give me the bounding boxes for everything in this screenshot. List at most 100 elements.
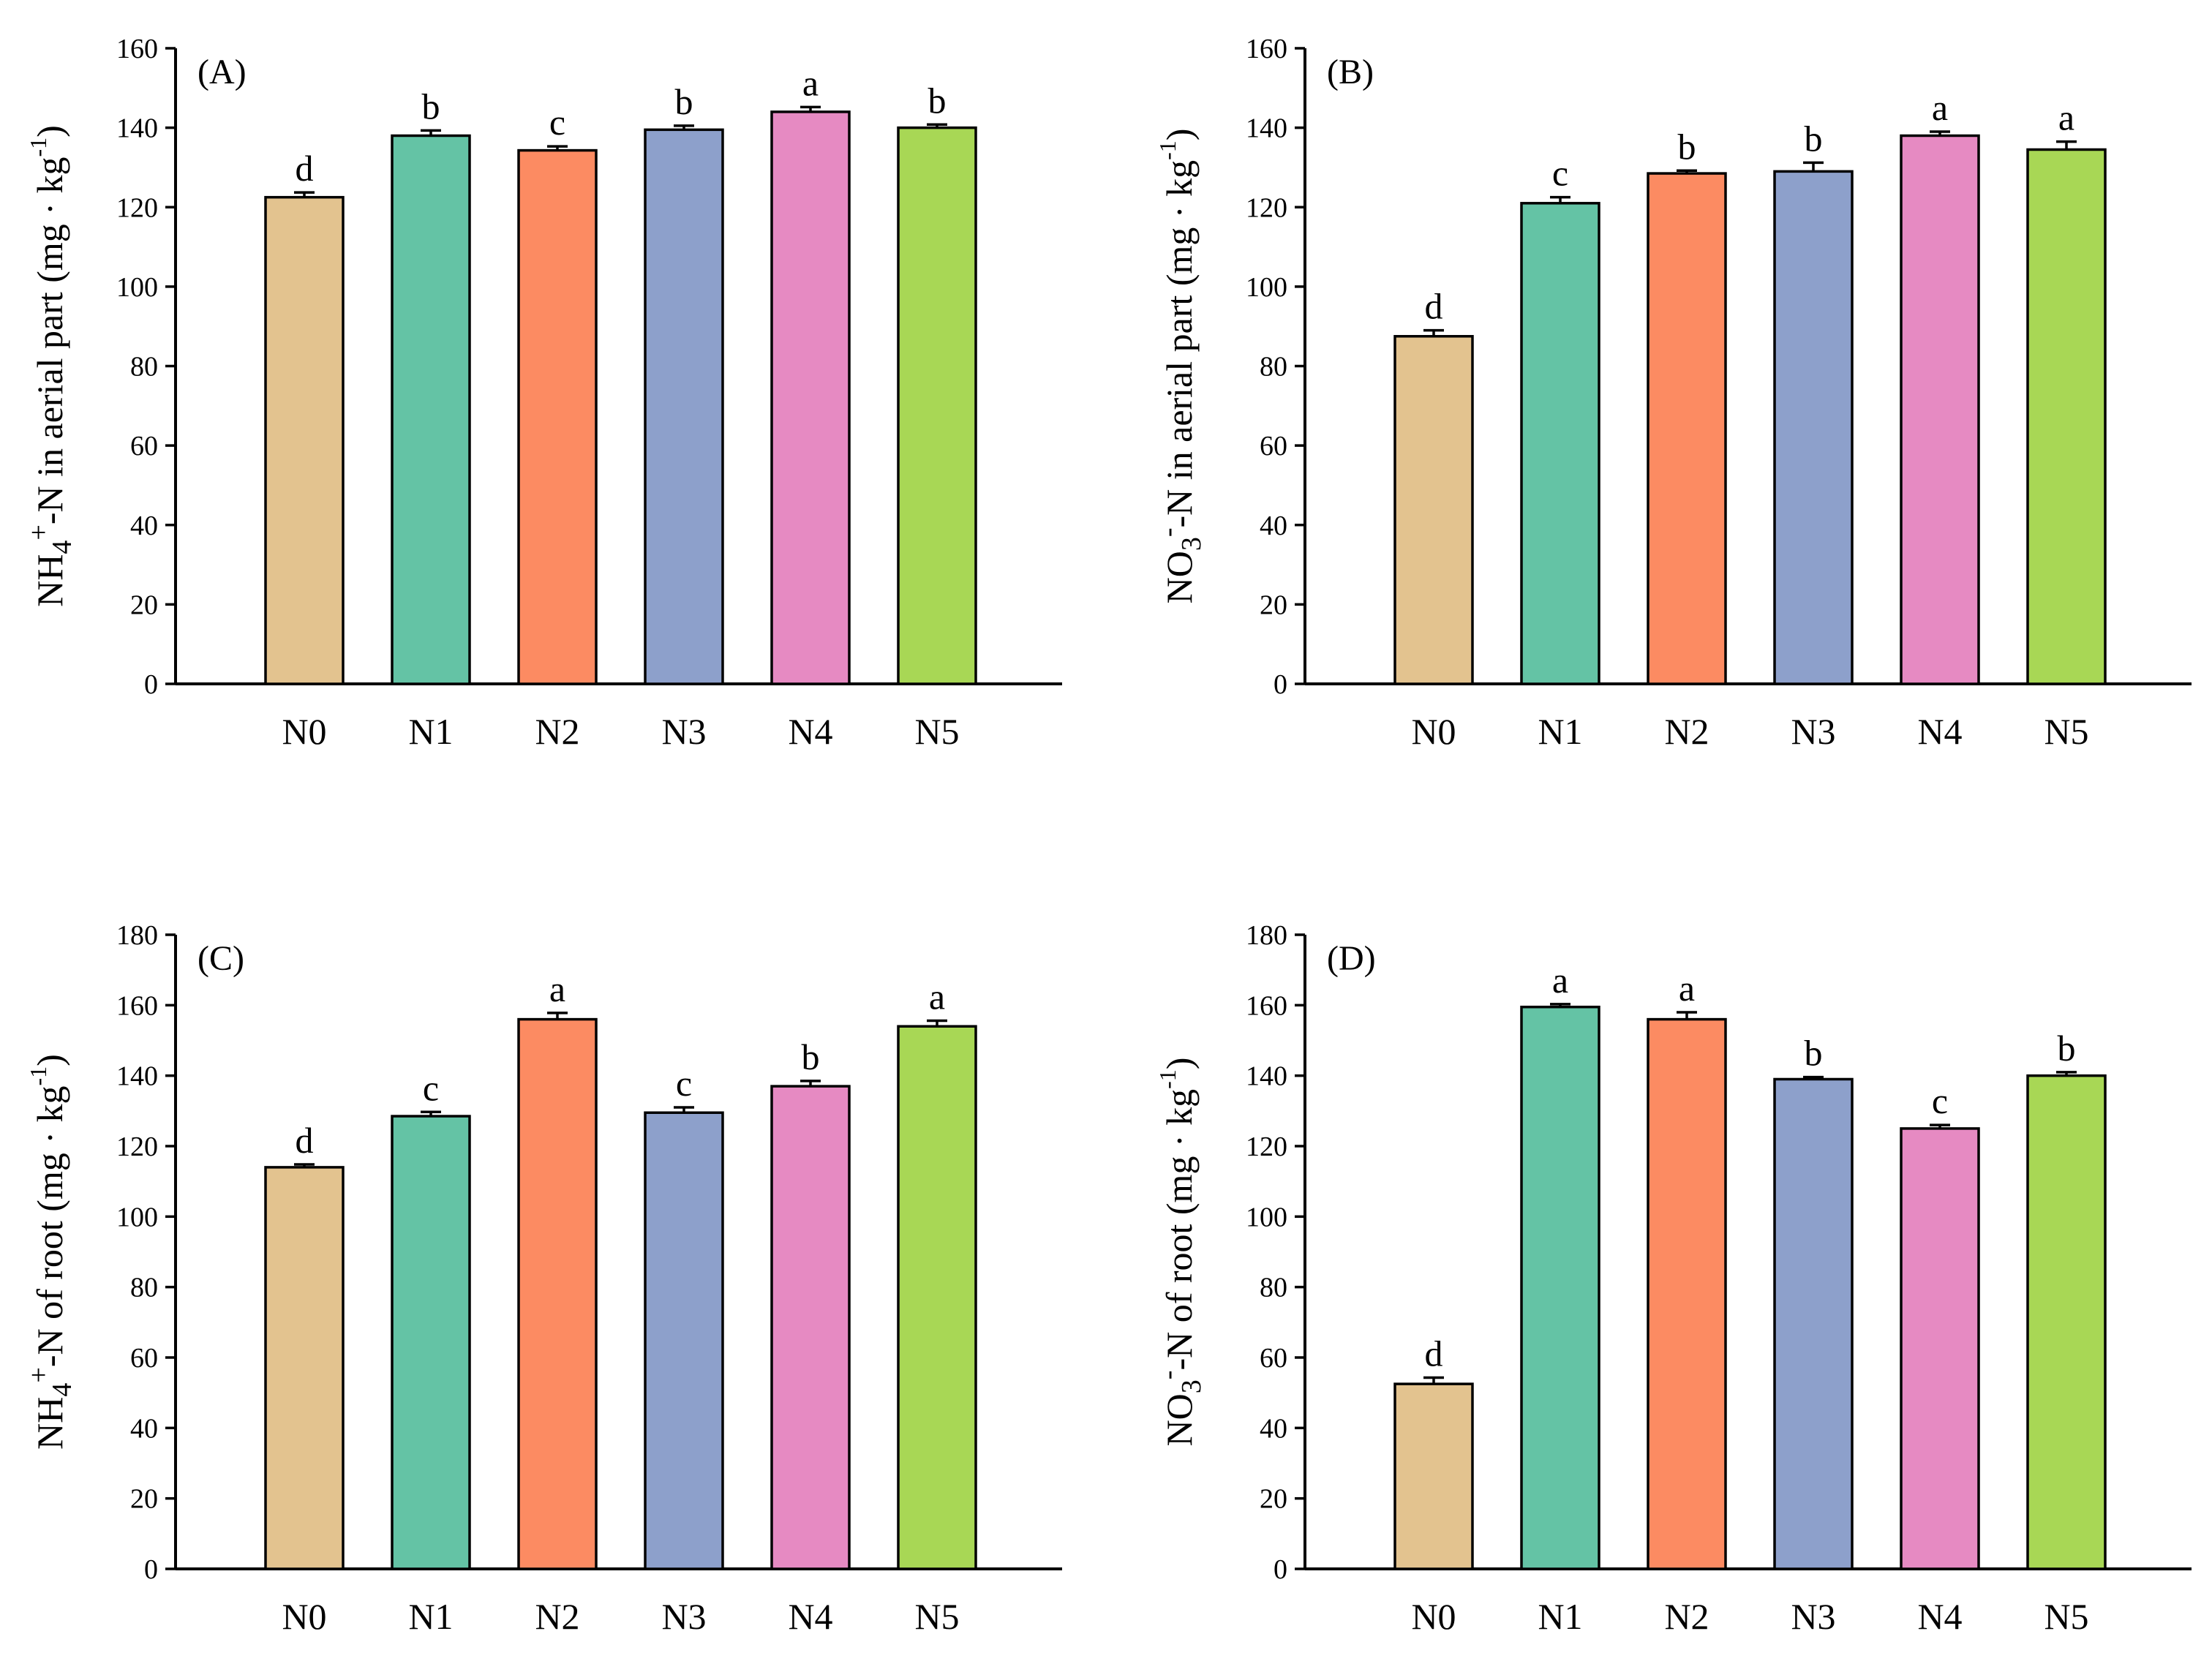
y-axis-title-part: - (1153, 528, 1184, 538)
y-tick-label: 120 (116, 1132, 158, 1162)
significance-letter: a (802, 62, 819, 103)
bar-n5 (897, 126, 977, 685)
x-tick-label: N3 (1791, 1596, 1835, 1637)
y-axis-title-part: ) (29, 125, 70, 138)
y-tick-label: 80 (130, 1273, 158, 1303)
y-tick-label: 60 (130, 431, 158, 462)
significance-letter: d (1425, 286, 1443, 327)
bar-n4 (770, 1085, 851, 1570)
bar-n5 (2026, 1074, 2107, 1570)
bar-n3 (644, 128, 724, 685)
y-tick-label: 0 (1274, 1554, 1287, 1585)
y-tick-label: 0 (144, 1554, 158, 1585)
y-tick-label: 120 (1246, 192, 1287, 223)
y-axis-title-part: + (23, 1367, 54, 1382)
x-tick-label: N5 (914, 1596, 959, 1637)
significance-letter: c (676, 1063, 692, 1104)
y-tick-label: 20 (1260, 1484, 1287, 1515)
y-axis-title-part: -1 (1154, 140, 1181, 160)
y-tick-label: 0 (1274, 669, 1287, 700)
significance-letter: d (296, 1120, 314, 1161)
panel-a: 0 20 40 60 80 100 120 140 160 (A) NH4+-N in aerial… (23, 34, 1062, 752)
x-tick-label: N3 (661, 1596, 706, 1637)
y-tick-label: 80 (130, 352, 158, 383)
y-tick-label: 40 (1260, 511, 1287, 541)
bar-n1 (1520, 1005, 1600, 1570)
y-axis-title-part: -N of root (mg · kg (1159, 1089, 1200, 1371)
panel-c: 0 20 40 60 80 100 120 140 160 180 (C) NH4+-N of roo… (23, 920, 1062, 1637)
y-tick-label: 40 (130, 511, 158, 541)
bar-n4 (770, 110, 851, 685)
y-axis-title-part: NH (29, 554, 70, 607)
x-tick-label: N3 (661, 711, 706, 752)
x-tick-label: N0 (282, 1596, 326, 1637)
panel-label: (C) (198, 939, 244, 978)
bar-n3 (1773, 1077, 1854, 1570)
y-tick-label: 180 (116, 920, 158, 951)
significance-letter: b (1805, 1033, 1823, 1074)
x-tick-label: N3 (1791, 711, 1835, 752)
significance-letter: b (802, 1036, 820, 1077)
bar-n3 (644, 1111, 724, 1570)
y-axis-title: NO3--N of root (mg · kg-1) (1153, 1058, 1207, 1447)
bar-n2 (517, 1017, 598, 1570)
significance-letter: c (1552, 153, 1568, 194)
bar-n1 (391, 1115, 471, 1570)
bar-n1 (391, 134, 471, 685)
y-tick-label: 140 (1246, 113, 1287, 144)
y-axis-title-part: NO (1159, 551, 1200, 603)
y-tick-label: 80 (1260, 1273, 1287, 1303)
y-axis-title-part: -N of root (mg · kg (29, 1086, 70, 1368)
y-axis-title-part: 4 (47, 1383, 78, 1397)
y-axis-title-part: -N in aerial part (mg · kg (29, 157, 70, 525)
y-axis-title: NH4+-N in aerial part (mg · kg-1) (23, 125, 78, 607)
x-tick-label: N4 (1917, 1596, 1962, 1637)
significance-letter: d (1425, 1333, 1443, 1374)
bar-n0 (264, 1166, 345, 1570)
y-tick-label: 60 (130, 1343, 158, 1374)
significance-letter: b (2058, 1028, 2076, 1069)
y-tick-label: 100 (1246, 272, 1287, 303)
bar-n3 (1773, 170, 1854, 685)
bar-n5 (2026, 148, 2107, 685)
bar-n4 (1900, 1127, 1980, 1570)
y-axis-title-part: ) (1159, 129, 1200, 141)
y-axis-title-part: - (1153, 1371, 1184, 1380)
y-tick-label: 60 (1260, 431, 1287, 462)
significance-letter: c (1932, 1080, 1948, 1121)
y-axis-title-part: -1 (1154, 1069, 1181, 1089)
y-tick-label: 160 (116, 990, 158, 1021)
x-tick-label: N4 (1917, 711, 1962, 752)
bar-n5 (897, 1025, 977, 1570)
significance-letter: c (549, 102, 565, 143)
y-axis-title-part: NO (1159, 1393, 1200, 1446)
y-axis-title-part: 3 (1176, 1379, 1207, 1393)
y-tick-label: 140 (116, 1061, 158, 1092)
y-tick-label: 60 (1260, 1343, 1287, 1374)
y-tick-label: 140 (1246, 1061, 1287, 1092)
x-tick-label: N1 (408, 1596, 453, 1637)
panel-label: (A) (198, 53, 247, 91)
x-tick-label: N0 (1411, 1596, 1456, 1637)
significance-letter: b (928, 80, 947, 121)
bar-n2 (517, 148, 598, 685)
significance-letter: b (422, 86, 440, 127)
x-tick-label: N4 (788, 711, 832, 752)
significance-letter: d (296, 148, 314, 189)
x-tick-label: N0 (1411, 711, 1456, 752)
y-tick-label: 40 (130, 1413, 158, 1444)
bar-n0 (1393, 1382, 1474, 1570)
bar-n2 (1647, 172, 1727, 685)
bar-n1 (1520, 202, 1600, 685)
significance-letter: a (1679, 968, 1695, 1009)
x-tick-label: N1 (408, 711, 453, 752)
significance-letter: a (2058, 97, 2074, 138)
y-axis-title-part: NH (29, 1397, 70, 1450)
y-axis-title-part: 4 (47, 541, 78, 554)
y-tick-label: 20 (130, 590, 158, 620)
y-axis-title-part: ) (1159, 1058, 1200, 1070)
significance-letter: a (929, 976, 945, 1017)
x-tick-label: N2 (1664, 711, 1709, 752)
y-tick-label: 100 (1246, 1202, 1287, 1232)
